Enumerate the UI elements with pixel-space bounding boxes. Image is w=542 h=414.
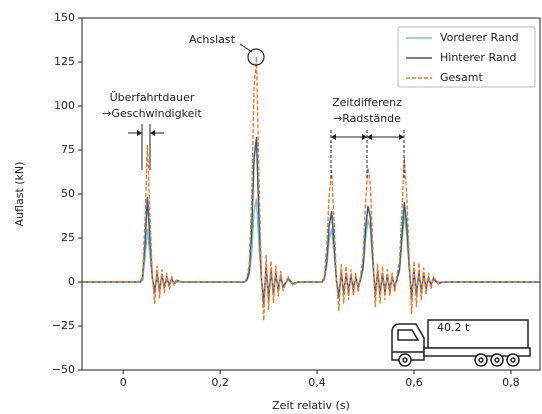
arrow-heads [331,134,404,140]
legend-box [397,26,536,88]
legend-label: Vorderer Rand [440,31,519,44]
duration-marker [128,124,164,170]
annotation-circle [247,48,265,66]
legend-label: Gesamt [440,71,483,84]
x-axis-label: Zeit relativ (s) [272,399,350,412]
x-tick-label: 0 [120,376,127,389]
x-tick-label: 0,8 [502,376,520,389]
x-tick-label: 0,6 [405,376,423,389]
y-tick-label: 0 [68,275,75,288]
distance-marker [330,130,405,178]
annotation: →Geschwindigkeit [102,107,202,120]
y-tick-label: 100 [54,99,75,112]
truck-icon [391,319,531,367]
y-axis-label: Auflast (kN) [13,162,26,227]
annotation: →Radstände [333,112,401,125]
annotation: Achslast [189,33,236,46]
annotation-pointer [239,43,253,53]
plot-area: −50 −25 0 25 50 75 100 125 150 0 0,2 0,4 0,6 0,8 [52,11,541,389]
x-tick-label: 0,4 [308,376,326,389]
annotation: Zeitdifferenz [332,96,402,109]
y-tick-label: 150 [54,11,75,24]
plot-frame [81,17,541,371]
x-tick-label: 0,2 [211,376,229,389]
y-tick-label: 125 [54,55,75,68]
series-line [82,56,540,322]
annotation: Überfahrtdauer [110,91,195,104]
legend: Vorderer Rand Hinterer Rand Gesamt [397,26,536,88]
y-tick-label: 75 [61,143,75,156]
y-tick-label: 25 [61,231,75,244]
y-tick-label: −50 [52,363,75,376]
legend-label: Hinterer Rand [440,51,517,64]
y-tick-label: 50 [61,187,75,200]
annotation: 40.2 t [437,321,470,334]
arrow-heads [137,130,155,136]
y-tick-label: −25 [52,319,75,332]
